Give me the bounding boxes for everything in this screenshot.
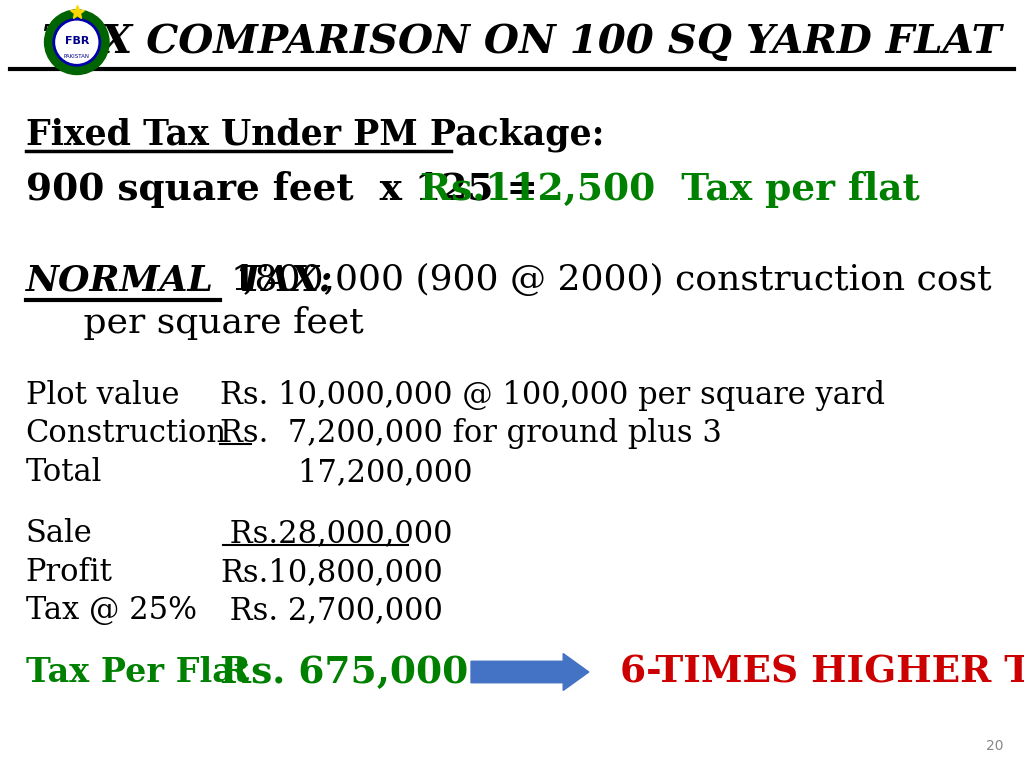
Text: FBR: FBR (65, 35, 89, 46)
Text: Rs.28,000,000: Rs.28,000,000 (220, 518, 453, 549)
Text: Profit: Profit (26, 557, 113, 588)
Text: ,800,000 (900 @ 2000) construction cost: ,800,000 (900 @ 2000) construction cost (243, 263, 991, 297)
FancyArrow shape (471, 654, 589, 690)
Text: NORMAL  TAX:: NORMAL TAX: (26, 263, 333, 297)
Text: Rs.112,500  Tax per flat: Rs.112,500 Tax per flat (420, 171, 920, 208)
Text: Rs.  7,200,000 for ground plus 3: Rs. 7,200,000 for ground plus 3 (220, 419, 722, 449)
Circle shape (45, 10, 109, 74)
Text: 17,200,000: 17,200,000 (220, 457, 473, 488)
Text: Fixed Tax Under PM Package:: Fixed Tax Under PM Package: (26, 118, 604, 151)
Text: Total: Total (26, 457, 102, 488)
Text: 6-TIMES HIGHER TAX: 6-TIMES HIGHER TAX (620, 654, 1024, 690)
Text: Tax Per Flat: Tax Per Flat (26, 656, 249, 688)
Text: Sale: Sale (26, 518, 92, 549)
Circle shape (53, 19, 100, 65)
Text: Rs.10,800,000: Rs.10,800,000 (220, 557, 443, 588)
Text: Rs. 10,000,000 @ 100,000 per square yard: Rs. 10,000,000 @ 100,000 per square yard (220, 380, 885, 411)
Text: per square feet: per square feet (26, 306, 364, 339)
Text: Rs. 2,700,000: Rs. 2,700,000 (220, 595, 443, 626)
Text: Construction: Construction (26, 419, 226, 449)
Text: Rs. 675,000: Rs. 675,000 (220, 654, 468, 690)
Text: 900 square feet  x 125 =: 900 square feet x 125 = (26, 171, 551, 208)
Text: PAKISTAN: PAKISTAN (63, 54, 90, 58)
Text: 1: 1 (230, 263, 256, 297)
Text: TAX COMPARISON ON 100 SQ YARD FLAT: TAX COMPARISON ON 100 SQ YARD FLAT (42, 23, 1002, 61)
Text: Tax @ 25%: Tax @ 25% (26, 595, 197, 626)
Text: Plot value: Plot value (26, 380, 179, 411)
Text: 20: 20 (986, 739, 1004, 753)
